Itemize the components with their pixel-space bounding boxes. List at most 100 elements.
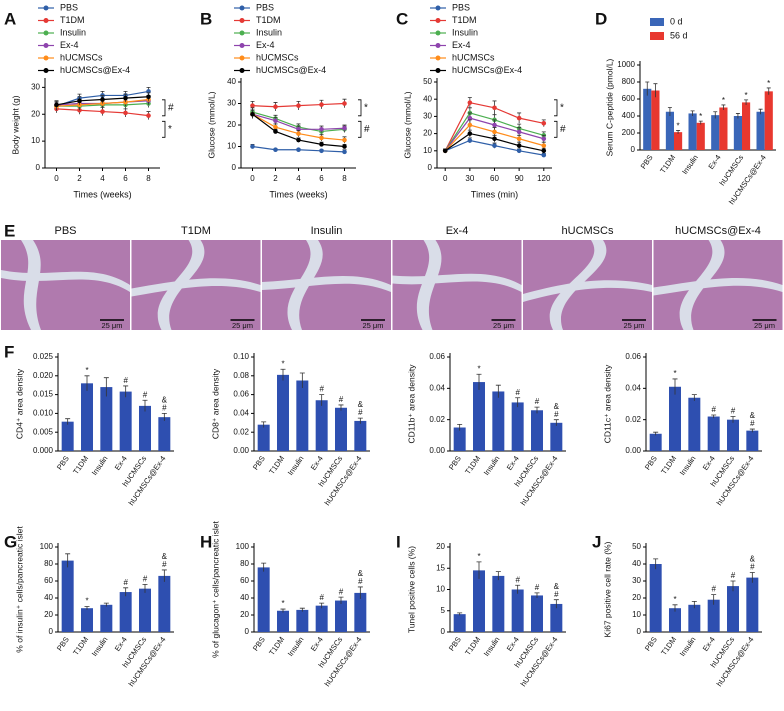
bracket (162, 120, 166, 138)
significance: # (358, 408, 363, 417)
error-bar (261, 421, 267, 428)
legend-label: hUCMSCs@Ex-4 (452, 65, 522, 75)
image-label: Ex-4 (446, 225, 469, 237)
legend-marker (239, 43, 245, 48)
significance: # (535, 397, 540, 406)
legend-marker (239, 18, 245, 23)
x-tick-label: 4 (100, 174, 105, 183)
x-tick-label: 8 (146, 174, 151, 183)
bar (669, 608, 681, 632)
significance: # (731, 571, 736, 580)
x-tick-label: Ex-4 (113, 454, 129, 472)
x-tick-label: 2 (77, 174, 82, 183)
data-point (250, 144, 255, 149)
x-tick-label: T1DM (71, 635, 90, 657)
x-tick-label: 30 (465, 174, 474, 183)
y-tick-label: 10 (436, 585, 445, 594)
error-bar (103, 602, 109, 607)
legend-label: Ex-4 (256, 40, 275, 50)
bar (139, 405, 151, 451)
legend-marker (43, 5, 49, 11)
y-tick-label: 200 (622, 128, 636, 137)
data-point (123, 95, 128, 101)
legend-marker (435, 30, 441, 36)
legend-marker (435, 5, 441, 11)
error-bar (65, 418, 71, 425)
error-bar (653, 431, 659, 436)
y-tick-label: 10 (227, 142, 236, 151)
bar (296, 609, 309, 632)
error-bar (84, 375, 90, 391)
significance: # (535, 583, 540, 592)
bar (550, 603, 563, 632)
x-tick-label: Ex-4 (505, 635, 521, 653)
data-point (296, 137, 301, 143)
legend-label: T1DM (452, 15, 477, 25)
bar (688, 113, 697, 150)
x-tick-label: Ex-4 (505, 454, 521, 472)
significance: # (515, 388, 520, 397)
annotation: * (364, 102, 368, 113)
error-bar (123, 587, 129, 597)
significance: # (554, 410, 559, 419)
error-bar (495, 384, 501, 398)
y-tick-label: 40 (44, 593, 53, 602)
x-tick-label: PBS (447, 635, 463, 652)
panel-letter: H (200, 532, 212, 551)
data-point (492, 129, 497, 135)
significance: * (673, 369, 676, 378)
legend-label: T1DM (60, 15, 85, 25)
bar (119, 592, 132, 632)
tissue-gap (653, 277, 783, 296)
x-tick-label: T1DM (659, 454, 678, 476)
error-bar (758, 108, 763, 115)
error-bar (280, 368, 286, 381)
bar (719, 107, 728, 150)
legend-marker (43, 68, 49, 73)
significance: # (143, 390, 148, 399)
error-bar (319, 602, 325, 609)
y-tick-label: 15 (436, 563, 445, 572)
y-tick-label: 0.00 (233, 446, 249, 455)
y-tick-label: 40 (227, 77, 236, 86)
data-point (250, 103, 255, 108)
legend-label: 0 d (670, 16, 683, 26)
x-tick-label: Insulin (286, 635, 306, 658)
x-tick-label: 60 (490, 174, 499, 183)
data-point (467, 122, 473, 128)
significance: * (673, 595, 676, 604)
data-point (467, 100, 473, 105)
tissue-gap (131, 278, 261, 297)
significance: # (515, 575, 520, 584)
bar (119, 391, 132, 451)
y-axis-label: Ki67 positive cell rate (%) (602, 541, 612, 637)
significance: * (281, 359, 284, 368)
legend-label: PBS (452, 2, 470, 12)
significance: * (477, 364, 480, 373)
significance: # (554, 590, 559, 599)
y-tick-label: 40 (423, 94, 432, 103)
tissue-gap (262, 276, 391, 292)
y-tick-label: 0.00 (625, 446, 641, 455)
x-tick-label: Insulin (678, 635, 698, 658)
legend-marker (435, 55, 441, 61)
data-point (146, 113, 151, 118)
data-point (319, 148, 324, 154)
error-bar (730, 416, 736, 423)
bar (649, 564, 662, 632)
y-tick-label: 0.06 (429, 352, 445, 361)
y-tick-label: 20 (44, 610, 53, 619)
bar (746, 577, 759, 632)
y-tick-label: 60 (240, 576, 249, 585)
error-bar (730, 580, 736, 592)
significance: # (339, 587, 344, 596)
x-tick-label: 8 (342, 174, 347, 183)
significance: # (162, 560, 167, 569)
x-axis-label: Times (weeks) (73, 189, 131, 199)
y-axis-label: Glucose (mmol/L) (206, 91, 216, 158)
legend-label: PBS (60, 2, 78, 12)
image-label: PBS (54, 225, 76, 237)
y-axis-label: CD8⁺ area density (210, 368, 220, 439)
bar (315, 605, 328, 632)
y-tick-label: 30 (423, 112, 432, 121)
